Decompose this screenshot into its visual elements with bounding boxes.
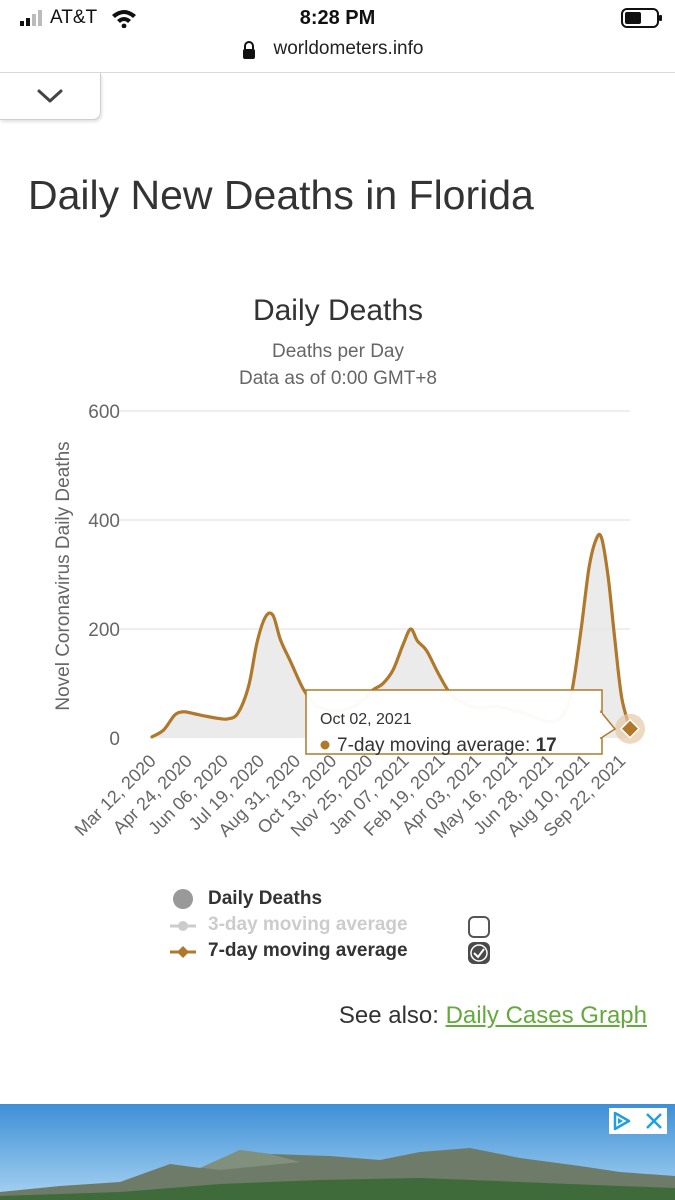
gridlines (120, 410, 630, 630)
status-time: 8:28 PM (299, 7, 376, 29)
chart-title: Daily Deaths (253, 294, 423, 327)
wifi-icon (112, 10, 136, 28)
tooltip-pointer-mask (599, 713, 602, 737)
legend-line-diamond-icon (170, 946, 196, 958)
chart-subtitle-line-2: Data as of 0:00 GMT+8 (239, 368, 437, 389)
legend-item-7-day-average[interactable]: 7-day moving average (170, 940, 500, 964)
tooltip-series-line: 7-day moving average: 17 (337, 735, 557, 756)
y-axis-label: Novel Coronavirus Daily Deaths (53, 441, 74, 710)
tooltip-series-dot (320, 740, 330, 750)
legend-item-daily-deaths[interactable]: Daily Deaths (170, 888, 500, 912)
y-axis-ticks: 0 200 400 600 (88, 402, 120, 750)
checkmark-icon (470, 944, 488, 962)
tooltip-date: Oct 02, 2021 (320, 711, 412, 728)
page-title: Daily New Deaths in Florida (28, 172, 534, 218)
ad-choices-icon (613, 1111, 631, 1131)
close-icon[interactable] (641, 1108, 667, 1134)
chart: Daily Deaths Deaths per Day Data as of 0… (53, 294, 645, 842)
chart-subtitle-line-1: Deaths per Day (272, 341, 405, 362)
y-tick-label: 600 (88, 402, 120, 423)
y-tick-label: 400 (88, 511, 120, 532)
tooltip: Oct 02, 2021 7-day moving average: 17 (305, 689, 617, 756)
daily-cases-graph-link[interactable]: Daily Cases Graph (445, 1002, 647, 1029)
status-bar: AT&T 8:28 PM (0, 0, 675, 38)
legend-label-3-day-average: 3-day moving average (208, 914, 408, 935)
battery-icon (621, 8, 662, 28)
legend-line-marker-icon (170, 921, 196, 931)
advertisement-banner[interactable] (0, 1104, 675, 1200)
carrier-name: AT&T (50, 7, 98, 28)
see-also: See also: Daily Cases Graph (339, 1002, 647, 1030)
tooltip-value: 17 (536, 735, 557, 756)
tooltip-box (305, 689, 603, 755)
menu-toggle-button[interactable] (0, 73, 101, 120)
legend-checkbox-7-day[interactable] (468, 942, 490, 964)
ad-landscape-image (0, 1104, 675, 1200)
lock-icon (243, 41, 255, 59)
tooltip-series-name: 7-day moving average (337, 735, 525, 756)
series-line-7-day-average (150, 532, 632, 739)
ad-choices[interactable] (609, 1108, 667, 1134)
series-area-fill (152, 534, 630, 738)
cell-signal-icon (20, 10, 42, 26)
see-also-prefix: See also: (338, 1002, 446, 1029)
legend-checkbox-3-day[interactable] (468, 916, 490, 938)
y-tick-label: 0 (109, 729, 120, 750)
y-tick-label: 200 (88, 620, 120, 641)
legend-label-daily-deaths: Daily Deaths (208, 888, 323, 909)
legend-circle-icon (173, 889, 193, 909)
legend-label-7-day-average: 7-day moving average (208, 940, 408, 961)
header-divider (0, 72, 675, 73)
url-text: worldometers.info (0, 38, 675, 60)
point-diamond-marker (619, 718, 641, 739)
tooltip-colon: : (525, 735, 536, 756)
address-bar[interactable]: worldometers.info (0, 36, 675, 66)
chevron-down-icon (37, 89, 63, 103)
hover-point-marker[interactable] (615, 713, 645, 744)
url-label: worldometers.info (273, 38, 424, 59)
legend-item-3-day-average[interactable]: 3-day moving average (170, 914, 500, 938)
